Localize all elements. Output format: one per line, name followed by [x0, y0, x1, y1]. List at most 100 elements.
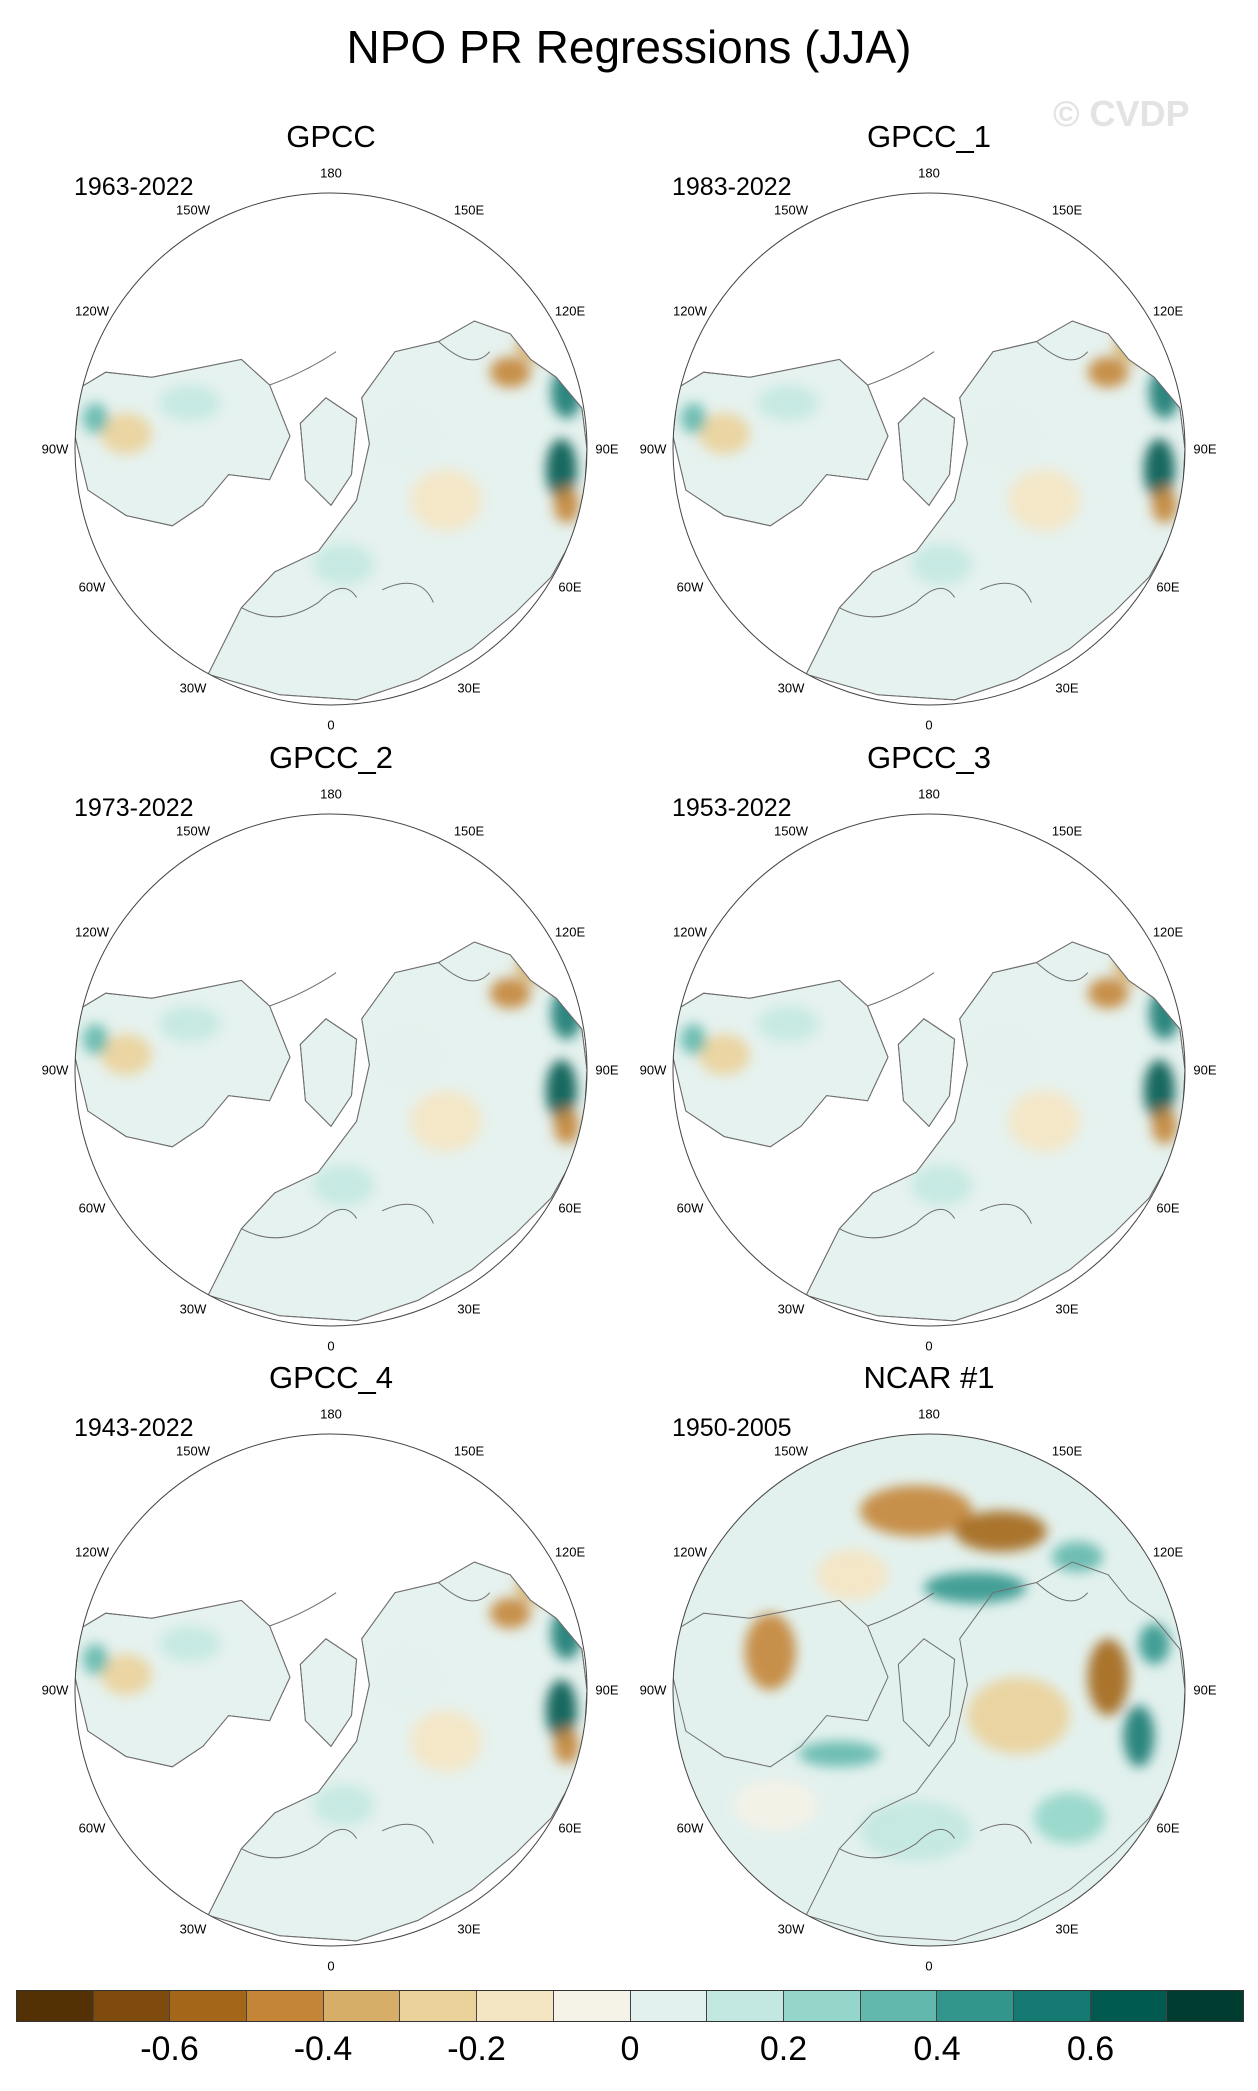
- coastline: [897, 1018, 956, 1128]
- coastline: [979, 1823, 1032, 1844]
- longitude-label: 120W: [673, 1544, 707, 1560]
- coastline: [673, 358, 889, 527]
- anomaly-patch: [1151, 1108, 1178, 1145]
- longitude-label: 60W: [676, 579, 704, 595]
- longitude-label: 150W: [774, 202, 808, 218]
- longitude-label: 30W: [179, 680, 207, 696]
- panel-title: NCAR #1: [863, 1360, 995, 1395]
- coastline: [299, 397, 358, 507]
- anomaly-patch: [313, 1164, 375, 1206]
- map-border: [672, 1433, 1186, 1947]
- colorbar-box: [630, 1991, 708, 2021]
- coastline: [299, 1018, 358, 1128]
- panel-years: 1983-2022: [672, 173, 792, 201]
- longitude-label: 90E: [595, 441, 619, 457]
- coastline: [673, 979, 889, 1148]
- anomaly-patch: [100, 413, 152, 455]
- longitude-label: 150E: [1051, 823, 1083, 839]
- longitude-label: 120E: [1152, 303, 1184, 319]
- coastline: [207, 1561, 587, 1942]
- longitude-label: 60E: [1156, 1820, 1180, 1836]
- coastline: [897, 1638, 956, 1748]
- panel-years: 1943-2022: [74, 1414, 194, 1442]
- anomaly-patch: [159, 385, 221, 421]
- longitude-label: 180: [320, 786, 342, 802]
- anomaly-patch: [1087, 977, 1129, 1009]
- longitude-label: 30E: [457, 1921, 481, 1937]
- anomaly-patch: [1087, 1638, 1129, 1716]
- longitude-label: 150E: [453, 823, 485, 839]
- longitude-label: 30W: [179, 1301, 207, 1317]
- anomaly-patch: [1123, 1705, 1155, 1767]
- anomaly-patch: [489, 977, 531, 1009]
- panel-title: GPCC: [286, 119, 376, 154]
- anomaly-patch: [911, 1164, 973, 1206]
- anomaly-patch: [159, 1626, 221, 1662]
- anomaly-patch: [923, 1572, 1027, 1603]
- anomaly-patch: [1034, 1792, 1106, 1844]
- longitude-label: 30W: [777, 1301, 805, 1317]
- longitude-label: 180: [918, 786, 940, 802]
- longitude-label: 60W: [78, 1200, 106, 1216]
- anomaly-patch: [82, 1643, 109, 1675]
- longitude-label: 90W: [41, 441, 69, 457]
- colorbar-box: [17, 1991, 94, 2021]
- anomaly-patch: [734, 1779, 817, 1831]
- longitude-label: 30E: [457, 1301, 481, 1317]
- longitude-label: 0: [327, 1338, 335, 1354]
- longitude-label: 90E: [1193, 441, 1217, 457]
- colorbar-tick-label: 0: [620, 2030, 640, 2068]
- colorbar: [16, 1990, 1244, 2022]
- longitude-label: 120W: [673, 303, 707, 319]
- coastline: [75, 979, 291, 1148]
- longitude-label: 90W: [639, 1062, 667, 1078]
- map-border: [74, 813, 588, 1327]
- colorbar-tick-label: -0.4: [293, 2030, 353, 2068]
- anomaly-patch: [377, 1031, 439, 1083]
- colorbar-box: [1167, 1991, 1243, 2021]
- longitude-label: 60E: [1156, 579, 1180, 595]
- colorbar-box: [553, 1991, 631, 2021]
- longitude-label: 90W: [41, 1682, 69, 1698]
- longitude-label: 120E: [554, 924, 586, 940]
- longitude-label: 0: [327, 1958, 335, 1974]
- longitude-label: 120W: [75, 303, 109, 319]
- anomaly-patch: [1008, 469, 1080, 531]
- anomaly-patch: [82, 402, 109, 434]
- longitude-label: 30W: [179, 1921, 207, 1937]
- anomaly-patch: [546, 1679, 577, 1742]
- colorbar-box: [323, 1991, 401, 2021]
- figure-title: NPO PR Regressions (JJA): [346, 21, 912, 73]
- cvdp-watermark: © CVDP: [1053, 93, 1190, 134]
- anomaly-patch: [553, 487, 580, 524]
- colorbar-box: [707, 1991, 784, 2021]
- anomaly-patch: [553, 1728, 580, 1765]
- coastline: [241, 588, 358, 618]
- coastline: [805, 320, 1185, 701]
- anomaly-patch: [489, 356, 531, 388]
- longitude-label: 90W: [639, 441, 667, 457]
- coastline: [867, 1592, 935, 1627]
- longitude-label: 0: [925, 717, 933, 733]
- anomaly-patch: [100, 1034, 152, 1076]
- longitude-label: 150E: [1051, 202, 1083, 218]
- coastline: [438, 1582, 491, 1602]
- anomaly-patch: [816, 1549, 888, 1601]
- colorbar-tick-label: -0.2: [447, 2030, 506, 2068]
- longitude-label: 30E: [1055, 680, 1079, 696]
- longitude-label: 150W: [176, 202, 210, 218]
- coastline: [75, 358, 291, 527]
- anomaly-patch: [313, 1784, 375, 1826]
- anomaly-patch: [1144, 1059, 1175, 1122]
- anomaly-patch: [410, 1090, 483, 1152]
- anomaly-patch: [489, 1597, 531, 1629]
- coastline: [269, 351, 337, 386]
- colorbar-box: [477, 1991, 554, 2021]
- colorbar-box: [1090, 1991, 1168, 2021]
- anomaly-patch: [975, 410, 1037, 462]
- longitude-label: 120W: [673, 924, 707, 940]
